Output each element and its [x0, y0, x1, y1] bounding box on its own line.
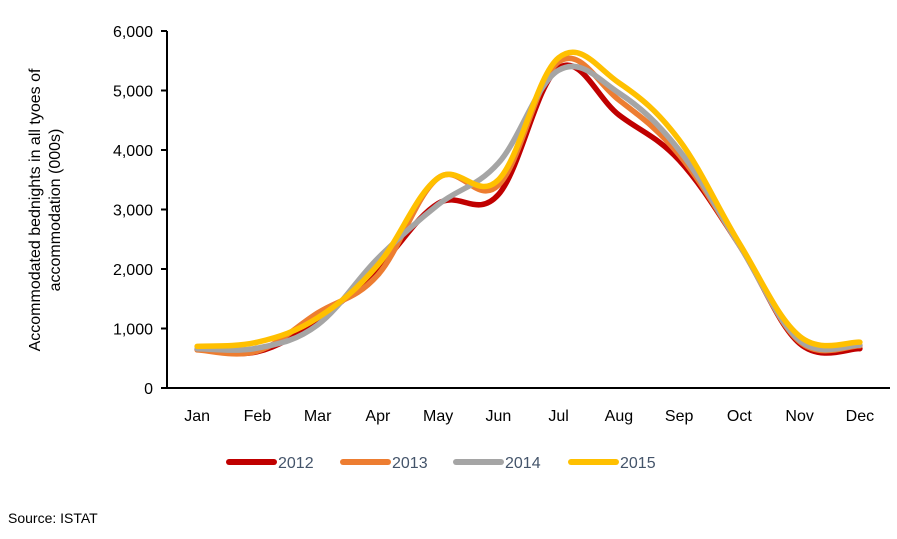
- x-tick-label: Apr: [365, 408, 391, 425]
- y-tick-label: 6,000: [113, 24, 153, 41]
- series-lines: [194, 49, 863, 357]
- source-note: Source: ISTAT: [8, 510, 98, 526]
- legend-label-2013: 2013: [392, 455, 428, 472]
- y-axis-label-line-1: Accommodated bednights in all tyoes of: [27, 68, 44, 351]
- legend: 2012 2013 2014 2015: [226, 455, 656, 472]
- x-tick-label: Nov: [785, 408, 813, 425]
- x-tick-label: Sep: [665, 408, 694, 425]
- x-tick-label: Jan: [184, 408, 210, 425]
- x-tick-label: May: [423, 408, 453, 425]
- y-axis-label: Accommodated bednights in all tyoes of a…: [27, 68, 64, 351]
- y-tick-label: 1,000: [113, 322, 153, 339]
- series-line-2013: [194, 55, 863, 357]
- x-tick-label: Jul: [548, 408, 568, 425]
- y-tick-label: 3,000: [113, 203, 153, 220]
- y-axis-label-line-2: accommodation (000s): [47, 129, 64, 292]
- y-tick-label: 0: [144, 381, 153, 398]
- y-tick-label: 2,000: [113, 262, 153, 279]
- y-tick-label: 5,000: [113, 84, 153, 101]
- legend-label-2014: 2014: [505, 455, 541, 472]
- legend-label-2012: 2012: [278, 455, 314, 472]
- x-tick-label: Feb: [244, 408, 272, 425]
- x-tick-label: Mar: [304, 408, 332, 425]
- x-tick-label: Dec: [846, 408, 874, 425]
- y-tick-label: 4,000: [113, 143, 153, 160]
- x-tick-label: Aug: [605, 408, 633, 425]
- legend-label-2015: 2015: [620, 455, 656, 472]
- series-line-2015: [194, 49, 863, 350]
- y-ticks: 0 1,000 2,000 3,000 4,000 5,000 6,000: [113, 24, 167, 398]
- x-tick-label: Jun: [485, 408, 511, 425]
- series-line-2014: [194, 63, 863, 353]
- x-ticks: Jan Feb Mar Apr May Jun Jul Aug Sep Oct Nov Dec: [184, 408, 874, 425]
- x-tick-label: Oct: [727, 408, 752, 425]
